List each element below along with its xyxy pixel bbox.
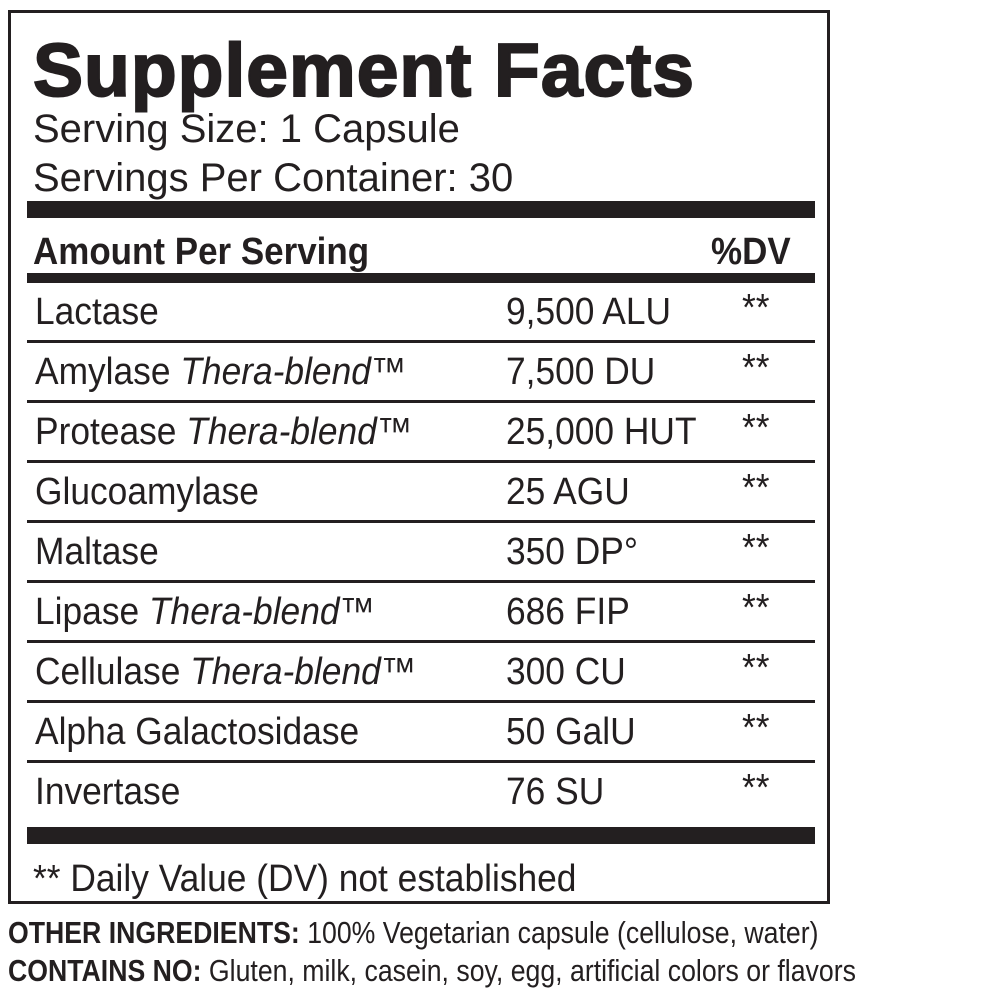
ingredient-label: Amylase (35, 351, 181, 393)
ingredient-name: Alpha Galactosidase (35, 711, 359, 754)
ingredient-label: Invertase (35, 771, 181, 813)
ingredient-name: Lipase Thera-blend™ (35, 591, 375, 634)
ingredient-dv: ** (742, 347, 770, 389)
table-row: Amylase Thera-blend™ 7,500 DU ** (27, 343, 815, 403)
ingredient-amount: 76 SU (506, 771, 605, 813)
ingredient-amount: 50 GalU (506, 711, 636, 753)
table-row: Glucoamylase 25 AGU ** (27, 463, 815, 523)
ingredient-label: Alpha Galactosidase (35, 711, 360, 753)
ingredient-name: Protease Thera-blend™ (35, 411, 412, 454)
amount-per-serving-header: Amount Per Serving (33, 231, 370, 273)
ingredient-dv: ** (742, 467, 770, 509)
panel-title: Supplement Facts (32, 27, 695, 113)
ingredient-name: Maltase (35, 531, 159, 574)
serving-size: Serving Size: 1 Capsule (33, 107, 460, 151)
footnote: ** Daily Value (DV) not established (33, 858, 577, 900)
table-row: Maltase 350 DP° ** (27, 523, 815, 583)
ingredient-amount: 300 CU (506, 651, 626, 693)
dv-header: %DV (711, 231, 791, 273)
contains-no-label: CONTAINS NO: (8, 953, 202, 988)
table-row: Lactase 9,500 ALU ** (27, 283, 815, 343)
ingredient-label: Lipase (35, 591, 149, 633)
table-row: Lipase Thera-blend™ 686 FIP ** (27, 583, 815, 643)
medium-divider (27, 273, 815, 283)
ingredient-label: Lactase (35, 291, 159, 333)
other-ingredients-text: 100% Vegetarian capsule (cellulose, wate… (299, 915, 819, 950)
ingredient-dv: ** (742, 527, 770, 569)
other-ingredients: OTHER INGREDIENTS: 100% Vegetarian capsu… (8, 915, 818, 951)
ingredient-name: Cellulase Thera-blend™ (35, 651, 416, 694)
supplement-facts-panel: Supplement Facts Serving Size: 1 Capsule… (8, 10, 830, 904)
row-divider (27, 460, 815, 463)
ingredient-name: Glucoamylase (35, 471, 259, 514)
ingredient-label: Maltase (35, 531, 159, 573)
ingredient-name: Lactase (35, 291, 159, 334)
row-divider (27, 700, 815, 703)
ingredient-dv: ** (742, 647, 770, 689)
row-divider (27, 400, 815, 403)
ingredient-amount: 350 DP° (506, 531, 639, 573)
blend-label: Thera-blend™ (190, 651, 417, 693)
ingredient-amount: 25,000 HUT (506, 411, 697, 453)
ingredient-dv: ** (742, 707, 770, 749)
blend-label: Thera-blend™ (180, 351, 407, 393)
table-row: Invertase 76 SU ** (27, 763, 815, 823)
ingredient-amount: 686 FIP (506, 591, 630, 633)
table-row: Alpha Galactosidase 50 GalU ** (27, 703, 815, 763)
contains-no-text: Gluten, milk, casein, soy, egg, artifici… (201, 953, 856, 988)
ingredient-label: Cellulase (35, 651, 191, 693)
ingredient-name: Amylase Thera-blend™ (35, 351, 406, 394)
ingredient-dv: ** (742, 767, 770, 809)
row-divider (27, 760, 815, 763)
thick-divider (27, 201, 815, 218)
blend-label: Thera-blend™ (186, 411, 413, 453)
row-divider (27, 520, 815, 523)
table-row: Protease Thera-blend™ 25,000 HUT ** (27, 403, 815, 463)
servings-per-container: Servings Per Container: 30 (33, 156, 514, 200)
row-divider (27, 340, 815, 343)
row-divider (27, 580, 815, 583)
contains-no: CONTAINS NO: Gluten, milk, casein, soy, … (8, 953, 856, 989)
ingredient-label: Protease (35, 411, 187, 453)
ingredient-label: Glucoamylase (35, 471, 259, 513)
ingredient-dv: ** (742, 287, 770, 329)
blend-label: Thera-blend™ (148, 591, 375, 633)
ingredient-dv: ** (742, 587, 770, 629)
ingredient-amount: 9,500 ALU (506, 291, 672, 333)
ingredient-dv: ** (742, 407, 770, 449)
ingredient-amount: 25 AGU (506, 471, 630, 513)
ingredient-name: Invertase (35, 771, 180, 814)
thick-divider (27, 827, 815, 844)
ingredient-amount: 7,500 DU (506, 351, 656, 393)
table-row: Cellulase Thera-blend™ 300 CU ** (27, 643, 815, 703)
other-ingredients-label: OTHER INGREDIENTS: (8, 915, 300, 950)
row-divider (27, 640, 815, 643)
